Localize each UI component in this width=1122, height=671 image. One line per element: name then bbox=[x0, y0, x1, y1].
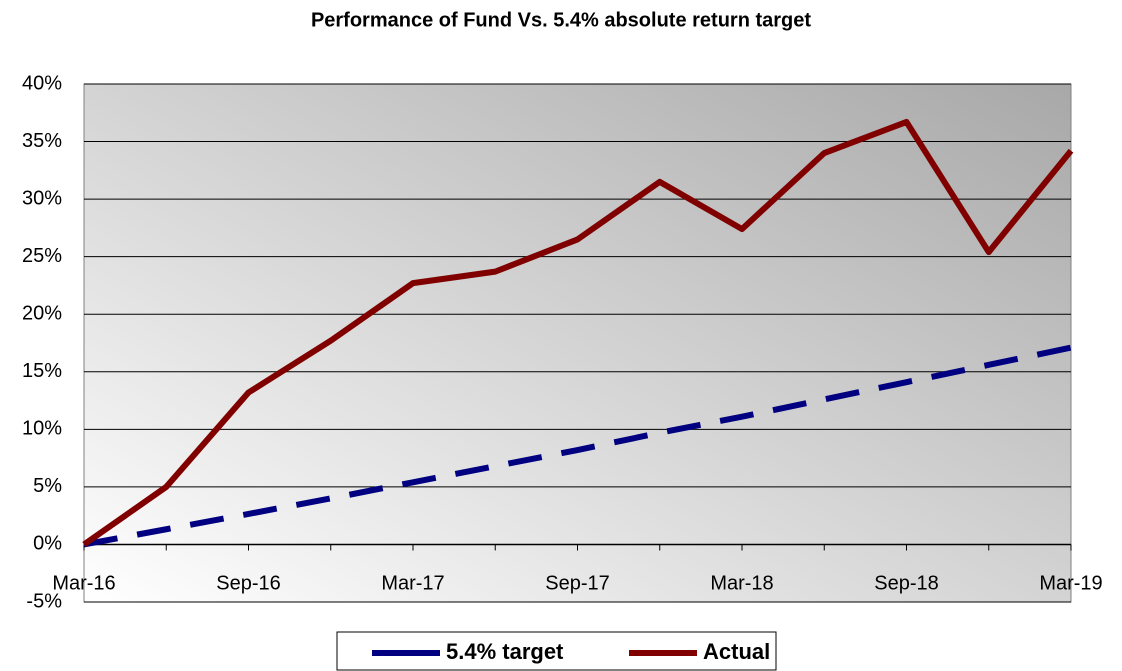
x-tick-label: Mar-16 bbox=[52, 573, 115, 595]
legend-label: 5.4% target bbox=[446, 639, 564, 664]
y-tick-label: 25% bbox=[22, 245, 62, 267]
y-tick-label: 30% bbox=[22, 187, 62, 209]
y-tick-label: -5% bbox=[26, 590, 62, 612]
y-tick-label: 20% bbox=[22, 303, 62, 325]
y-tick-label: 0% bbox=[33, 533, 62, 555]
x-tick-label: Mar-17 bbox=[381, 573, 444, 595]
series-line bbox=[82, 118, 1074, 547]
y-tick-label: 10% bbox=[22, 418, 62, 440]
x-tick-label: Sep-18 bbox=[874, 573, 939, 595]
chart-title: Performance of Fund Vs. 5.4% absolute re… bbox=[311, 9, 811, 31]
series-line bbox=[83, 344, 1072, 548]
legend-label: Actual bbox=[703, 639, 770, 664]
y-tick-label: 40% bbox=[22, 72, 62, 94]
x-tick-label: Mar-19 bbox=[1039, 573, 1102, 595]
x-tick-label: Sep-16 bbox=[216, 573, 281, 595]
x-tick-label: Mar-18 bbox=[710, 573, 773, 595]
y-tick-label: 15% bbox=[22, 360, 62, 382]
y-tick-label: 5% bbox=[33, 475, 62, 497]
plot-area bbox=[83, 83, 1072, 603]
x-tick-label: Sep-17 bbox=[545, 573, 610, 595]
y-tick-label: 35% bbox=[22, 130, 62, 152]
